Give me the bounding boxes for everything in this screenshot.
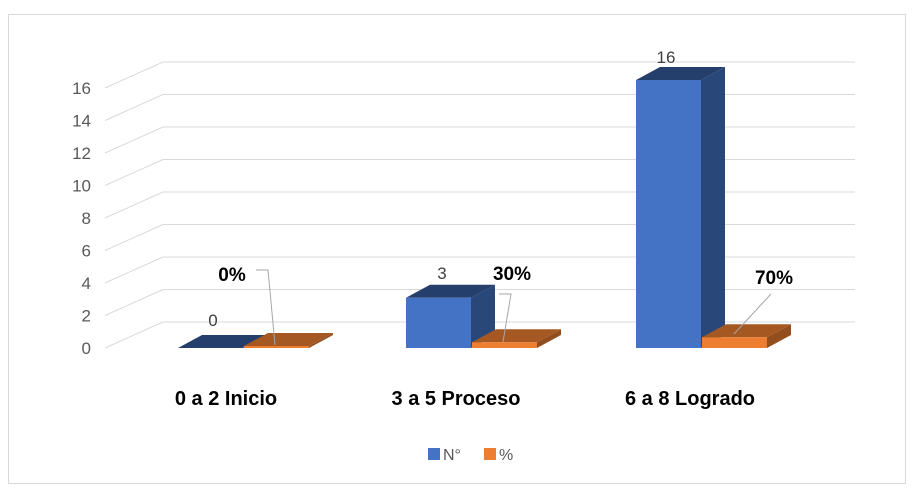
- data-label-n: 16: [657, 48, 676, 67]
- y-tick-label: 2: [82, 307, 91, 326]
- bar-n: [178, 335, 267, 348]
- bar-top: [244, 333, 333, 346]
- data-label-n: 3: [437, 264, 446, 283]
- bar-top: [472, 329, 561, 343]
- bar-top: [178, 335, 267, 348]
- x-axis-labels: 0 a 2 Inicio 3 a 5 Proceso 6 a 8 Logrado: [175, 388, 755, 410]
- bar-top: [702, 324, 791, 338]
- data-label-pct: 0%: [218, 265, 246, 286]
- gridline-side: [104, 191, 164, 219]
- y-tick-label: 4: [82, 274, 91, 293]
- gridline-side: [104, 126, 164, 154]
- chart-frame: [8, 14, 906, 484]
- bar-top: [406, 284, 495, 298]
- legend-swatch: [428, 448, 440, 460]
- bar-n: [406, 284, 495, 348]
- bar-front: [244, 346, 309, 348]
- legend-swatch: [484, 448, 496, 460]
- leader-line: [499, 293, 512, 343]
- gridlines: [104, 61, 855, 349]
- bar-n: [636, 67, 725, 348]
- y-axis-ticks: 0 2 4 6 8 10 12 14 16: [72, 79, 91, 358]
- bar-side: [537, 329, 561, 348]
- bars: [178, 67, 791, 348]
- bar-front: [472, 342, 537, 348]
- gridline-side: [104, 61, 164, 89]
- category-label: 3 a 5 Proceso: [392, 388, 521, 410]
- bar-pct: [472, 329, 561, 348]
- bar-front: [406, 297, 471, 348]
- legend-label: %: [499, 447, 513, 464]
- y-tick-label: 16: [72, 79, 91, 98]
- y-tick-label: 10: [72, 177, 91, 196]
- gridline-side: [104, 289, 164, 316]
- y-tick-label: 12: [72, 144, 91, 163]
- leader-line: [256, 269, 276, 346]
- data-label-n: 0: [208, 311, 217, 330]
- legend: N°%: [428, 447, 513, 464]
- leader-line: [733, 293, 772, 335]
- bar-side: [767, 324, 791, 348]
- data-label-pct: 30%: [493, 264, 531, 285]
- gridline-side: [104, 94, 164, 121]
- bar-front: [636, 80, 701, 348]
- gridline-side: [104, 256, 164, 284]
- legend-label: N°: [443, 447, 461, 464]
- data-label-pct: 70%: [755, 268, 793, 289]
- bar-top: [636, 67, 725, 80]
- gridline-side: [104, 321, 164, 349]
- bar-pct: [702, 324, 791, 348]
- bar-side: [471, 284, 495, 348]
- data-labels: 0 3 16 0% 30% 70%: [208, 48, 793, 346]
- bar-pct: [244, 333, 333, 348]
- y-tick-label: 8: [82, 209, 91, 228]
- y-tick-label: 6: [82, 242, 91, 261]
- legend-item: N°: [428, 447, 461, 464]
- y-tick-label: 14: [72, 112, 91, 131]
- y-tick-label: 0: [82, 339, 91, 358]
- bar-front: [702, 337, 767, 348]
- gridline-side: [104, 159, 164, 186]
- bar-side: [309, 333, 333, 348]
- bar-side: [701, 67, 725, 348]
- category-label: 6 a 8 Logrado: [625, 388, 755, 410]
- category-label: 0 a 2 Inicio: [175, 388, 277, 410]
- legend-item: %: [484, 447, 513, 464]
- gridline-side: [104, 224, 164, 251]
